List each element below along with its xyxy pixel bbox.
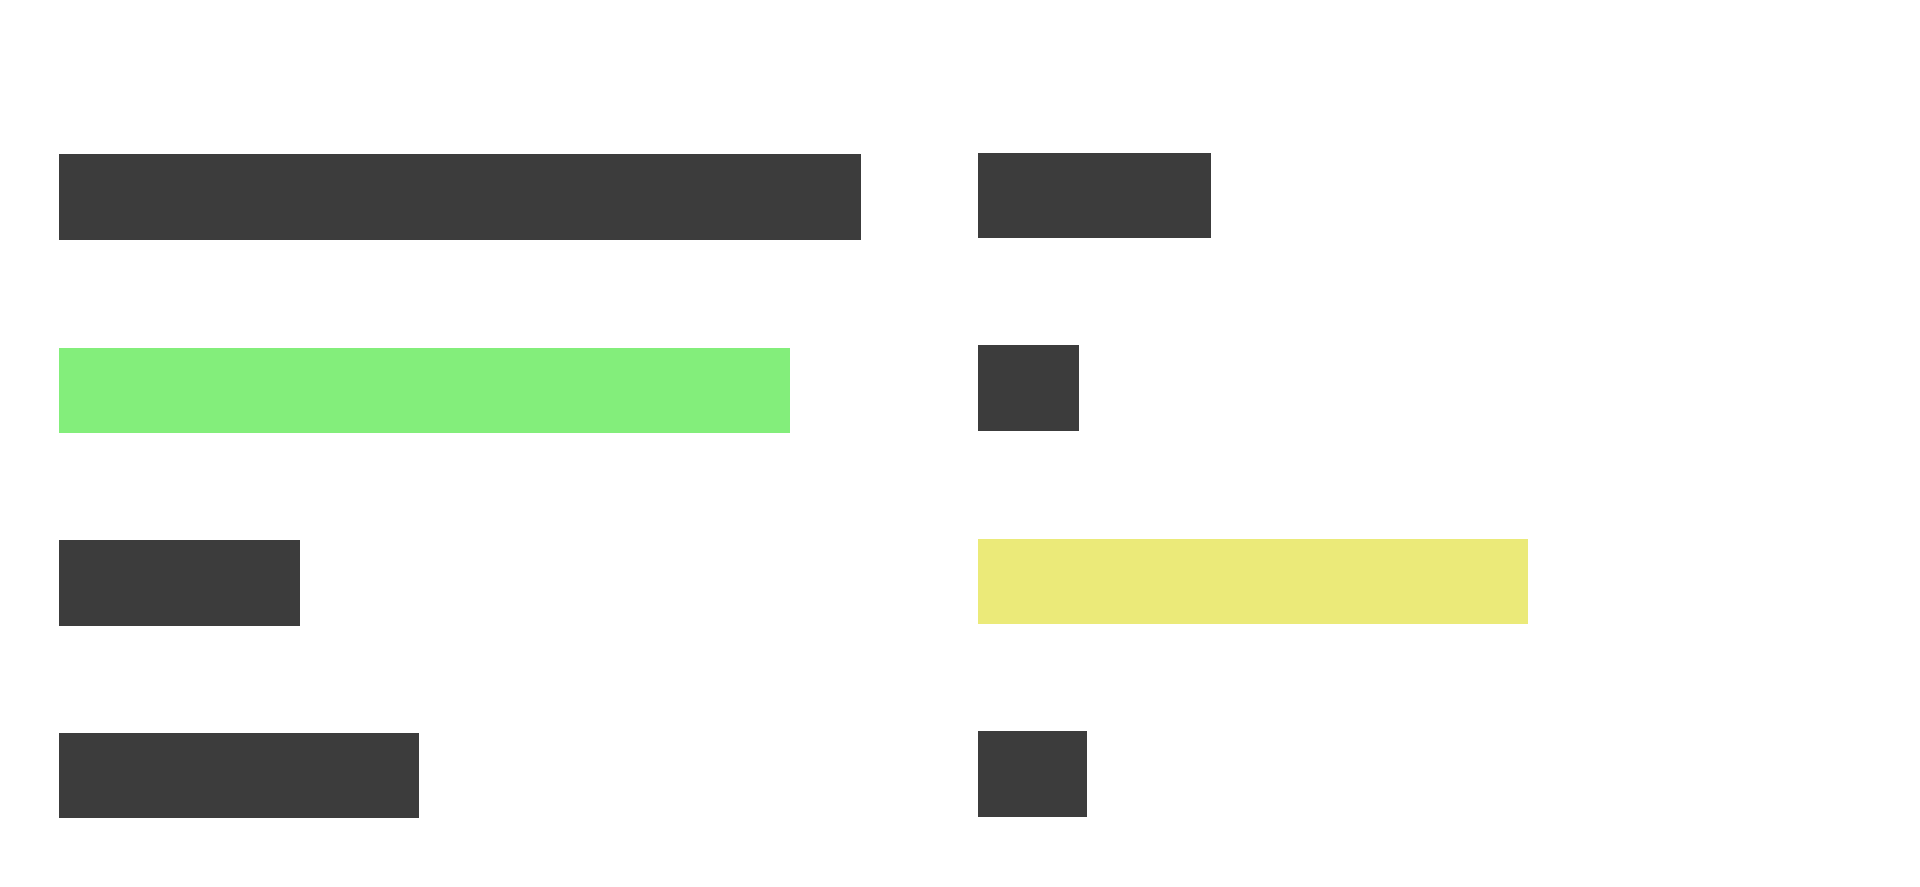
block[interactable] (978, 153, 1211, 238)
block[interactable] (59, 348, 790, 433)
block[interactable] (59, 154, 861, 240)
block[interactable] (978, 731, 1087, 817)
block[interactable] (978, 539, 1528, 624)
block[interactable] (59, 540, 300, 626)
block[interactable] (978, 345, 1079, 431)
block[interactable] (59, 733, 419, 818)
